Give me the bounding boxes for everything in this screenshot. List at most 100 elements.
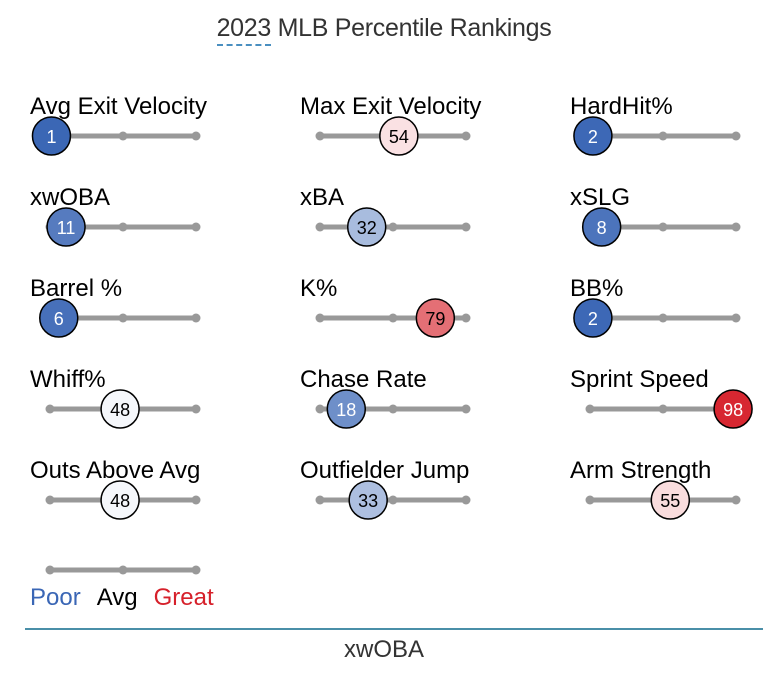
metric-hardhit-tick-mid (658, 131, 668, 141)
metric-outfielder-jump-marker (348, 480, 388, 520)
metric-xslg: xSLG 8 (570, 184, 741, 247)
metric-hardhit-label: HardHit% (570, 93, 673, 120)
metric-outs-above-avg-label: Outs Above Avg (30, 457, 200, 484)
metric-arm-strength-tick-min (585, 495, 595, 505)
metric-arm-strength-label: Arm Strength (570, 457, 711, 484)
metric-xslg-value: 8 (597, 218, 607, 238)
divider (25, 628, 763, 630)
metric-barrel: Barrel % 6 (30, 275, 201, 338)
metric-max-exit-velocity: Max Exit Velocity 54 (300, 93, 481, 156)
chart-title-text: MLB Percentile Rankings (277, 14, 552, 42)
metric-xwoba-tick-max (191, 222, 201, 232)
metric-chase-rate-value: 18 (336, 400, 356, 420)
legend: Poor Avg Great (30, 584, 230, 612)
metric-avg-exit-velocity-tick-mid (118, 131, 128, 141)
metric-k-tick-min (315, 313, 325, 323)
metric-chase-rate-marker (326, 389, 367, 429)
metric-xwoba-tick-mid (118, 222, 128, 232)
metric-outfielder-jump-label: Outfielder Jump (300, 457, 469, 484)
metric-arm-strength-value: 55 (660, 491, 680, 511)
metric-barrel-marker (39, 298, 79, 338)
metric-outfielder-jump-tick-mid (388, 495, 398, 505)
metric-xwoba-marker (46, 207, 86, 247)
metric-max-exit-velocity-tick-min (315, 131, 325, 141)
metric-xslg-marker (581, 207, 622, 247)
metric-whiff-value: 48 (110, 400, 130, 420)
metric-chase-rate: Chase Rate 18 (300, 366, 471, 429)
metric-bb-marker (573, 298, 613, 338)
metric-xslg-label: xSLG (570, 184, 630, 211)
metric-bb-label: BB% (570, 275, 623, 302)
metric-xba: xBA 32 (300, 184, 471, 247)
metric-sprint-speed-tick-min (585, 404, 595, 414)
metric-arm-strength-marker (650, 480, 691, 520)
metric-xslg-tick-max (731, 222, 741, 232)
metric-k-tick-max (461, 313, 471, 323)
metric-sprint-speed: Sprint Speed 98 (570, 366, 753, 429)
metric-k-marker (415, 298, 456, 338)
metric-outs-above-avg-tick-min (45, 495, 55, 505)
metric-k-value: 79 (425, 309, 445, 329)
metric-avg-exit-velocity-value: 1 (46, 127, 56, 147)
metric-avg-exit-velocity: Avg Exit Velocity 1 (30, 93, 207, 156)
metric-xwoba-value: 11 (57, 218, 76, 238)
metric-chase-rate-tick-max (461, 404, 471, 414)
metric-outs-above-avg-marker (100, 480, 140, 520)
metric-avg-exit-velocity-label: Avg Exit Velocity (30, 93, 207, 120)
metric-xslg-tick-mid (658, 222, 668, 232)
metric-barrel-value: 6 (54, 309, 64, 329)
legend-scale-tick-max (191, 565, 201, 575)
metric-outfielder-jump-tick-max (461, 495, 471, 505)
percentile-chart: Avg Exit Velocity 1 Max Exit Velocity 54 Har… (30, 93, 753, 575)
metric-max-exit-velocity-marker (379, 116, 419, 156)
metric-xba-marker (346, 207, 387, 247)
metric-chase-rate-tick-mid (388, 404, 398, 414)
metric-hardhit-value: 2 (588, 127, 598, 147)
metric-sprint-speed-label: Sprint Speed (570, 366, 709, 393)
metric-barrel-tick-max (191, 313, 201, 323)
metric-k-tick-mid (388, 313, 398, 323)
metric-hardhit-tick-max (731, 131, 741, 141)
legend-poor: Poor (30, 584, 81, 611)
metric-bb: BB% 2 (570, 275, 741, 338)
metric-xba-value: 32 (357, 218, 377, 238)
legend-scale (45, 565, 201, 575)
metric-chase-rate-label: Chase Rate (300, 366, 427, 393)
metric-k: K% 79 (300, 275, 471, 338)
metric-arm-strength: Arm Strength 55 (570, 457, 741, 520)
metric-bb-tick-mid (658, 313, 668, 323)
metric-max-exit-velocity-tick-max (461, 131, 471, 141)
metric-outfielder-jump-value: 33 (358, 491, 378, 511)
metric-whiff-label: Whiff% (30, 366, 106, 393)
year-selector[interactable]: 2023 (216, 14, 271, 46)
footer-selected-metric: xwOBA (343, 636, 424, 663)
metric-whiff: Whiff%48 (30, 366, 201, 429)
metric-xba-tick-mid (388, 222, 398, 232)
metric-xba-tick-max (461, 222, 471, 232)
metric-sprint-speed-tick-mid (658, 404, 668, 414)
legend-scale-tick-mid (118, 565, 128, 575)
metric-outfielder-jump-tick-min (315, 495, 325, 505)
metric-whiff-marker (100, 389, 140, 429)
metric-arm-strength-tick-max (731, 495, 741, 505)
metric-outfielder-jump: Outfielder Jump 33 (300, 457, 471, 520)
legend-great: Great (153, 584, 214, 611)
metric-hardhit-marker (573, 116, 613, 156)
metric-sprint-speed-marker (713, 389, 753, 429)
metric-xwoba-label: xwOBA (30, 184, 110, 211)
metric-outs-above-avg-tick-max (191, 495, 201, 505)
metric-hardhit: HardHit% 2 (570, 93, 741, 156)
metric-max-exit-velocity-value: 54 (389, 127, 409, 147)
metric-whiff-tick-max (191, 404, 201, 414)
metric-whiff-tick-min (45, 404, 55, 414)
metric-bb-tick-max (731, 313, 741, 323)
metric-max-exit-velocity-label: Max Exit Velocity (300, 93, 481, 120)
metric-chase-rate-tick-min (315, 404, 325, 414)
metric-avg-exit-velocity-marker (31, 116, 72, 156)
metric-xba-label: xBA (300, 184, 344, 211)
legend-avg: Avg (96, 584, 138, 611)
metric-xba-tick-min (315, 222, 325, 232)
metric-outs-above-avg-value: 48 (110, 491, 130, 511)
legend-scale-tick-min (45, 565, 55, 575)
metric-bb-value: 2 (588, 309, 598, 329)
